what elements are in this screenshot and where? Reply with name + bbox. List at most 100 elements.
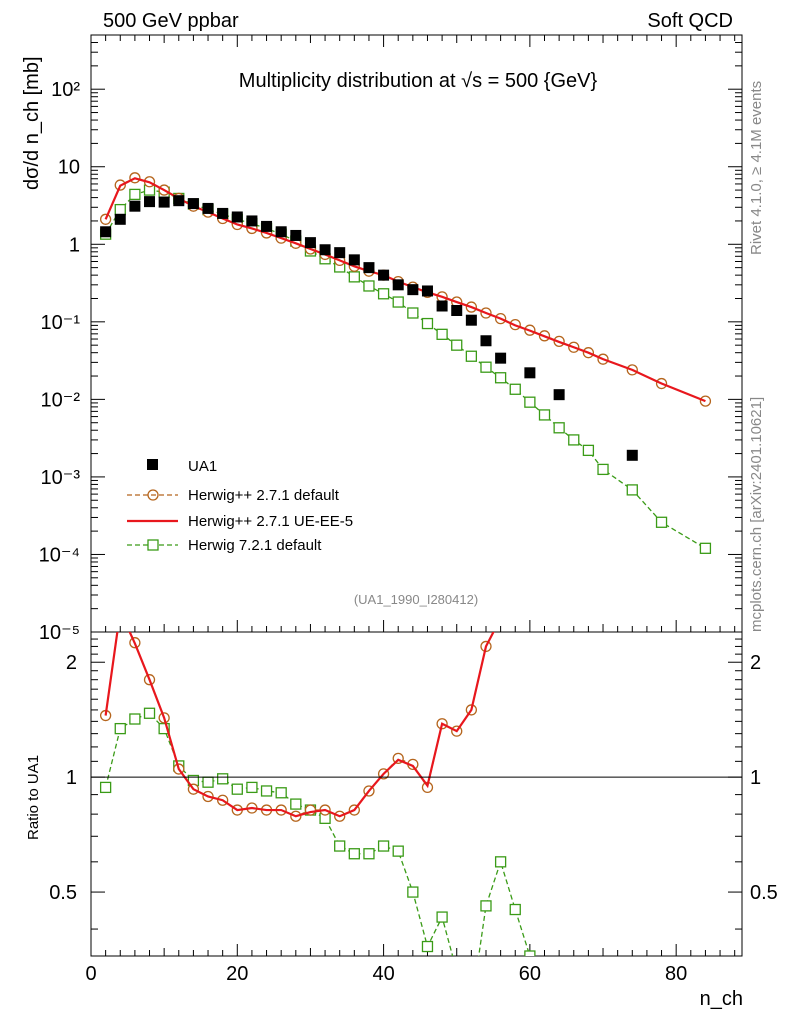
chart-title: Multiplicity distribution at √s = 500 {G… — [239, 70, 598, 92]
main-point-herwig-7-2-1-default — [348, 271, 360, 283]
legend-marker-ua1 — [147, 459, 158, 470]
main-point-ua1 — [290, 229, 302, 241]
main-y-tick-label: 10⁻¹ — [41, 312, 81, 334]
main-point-herwig-7-2-1-default — [421, 317, 434, 330]
x-tick-labels: 0 20 40 60 80 — [85, 963, 687, 985]
ratio-point-herwig-7-2-1-default — [290, 798, 302, 810]
main-point-herwig-7-2-1-default — [699, 542, 712, 554]
main-point-herwig-7-2-1-default — [114, 203, 126, 216]
main-point-herwig-7-2-1-default — [538, 409, 551, 421]
legend-marker-herwig-default — [147, 489, 159, 501]
main-point-ua1 — [304, 237, 316, 249]
header-left-label: 500 GeV ppbar — [103, 10, 239, 32]
main-point-ua1 — [275, 226, 287, 238]
ratio-y-tick-label-right: 1 — [750, 767, 761, 789]
main-point-ua1 — [378, 269, 390, 281]
ratio-y-tick-label-right: 2 — [750, 652, 761, 674]
main-point-herwig-7-2-1-default — [465, 350, 478, 362]
main-point-herwig-7-2-1-default — [494, 372, 507, 384]
main-series-group — [99, 172, 712, 554]
ratio-point-herwig-7-2-1-default — [524, 950, 536, 956]
legend-label-herwig-ueee5: Herwig++ 2.7.1 UE-EE-5 — [188, 513, 353, 530]
ratio-point-herwig-7-2-1-default — [509, 903, 521, 916]
main-point-herwig-7-2-1-default — [377, 288, 390, 300]
main-y-tick-label: 10² — [51, 79, 80, 101]
ratio-point-herwig-7-2-1-default — [421, 940, 434, 953]
main-point-ua1 — [407, 284, 419, 296]
main-point-ua1 — [348, 254, 360, 266]
legend-entry-herwig-ueee5: Herwig++ 2.7.1 UE-EE-5 — [127, 513, 353, 530]
main-point-herwig-7-2-1-default — [392, 296, 404, 308]
main-point-ua1 — [451, 304, 463, 316]
main-point-ua1 — [465, 314, 477, 326]
main-point-ua1 — [436, 300, 448, 312]
header-right-label: Soft QCD — [647, 10, 733, 32]
main-point-ua1 — [187, 198, 199, 210]
x-tick-label: 40 — [372, 963, 394, 985]
ratio-point-herwig-7-2-1-default — [480, 900, 492, 912]
x-tick-label: 60 — [519, 963, 541, 985]
main-point-herwig-7-2-1-default — [436, 328, 448, 340]
ratio-y-tick-label: 1 — [66, 767, 77, 789]
ratio-point-herwig-7-2-1-default — [158, 722, 170, 735]
main-point-ua1 — [261, 220, 273, 232]
main-point-ua1 — [158, 196, 170, 208]
legend-label-herwig7: Herwig 7.2.1 default — [188, 537, 322, 554]
main-point-ua1 — [392, 279, 404, 291]
legend-label-ua1: UA1 — [188, 458, 217, 475]
ratio-point-herwig-7-2-1-default — [494, 856, 507, 868]
ratio-point-herwig-7-2-1-default — [129, 713, 141, 725]
main-point-ua1 — [144, 196, 156, 208]
main-point-ua1 — [421, 285, 433, 297]
ratio-point-herwig-7-2-1-default — [246, 781, 258, 794]
side-label-top: Rivet 4.1.0, ≥ 4.1M events — [748, 81, 765, 255]
ratio-point-herwig-7-2-1-default — [392, 845, 404, 857]
ratio-y-tick-label: 2 — [66, 652, 77, 674]
ratio-point-herwig-7-2-1-default — [540, 995, 550, 1005]
ratio-point-herwig-7-2-1-default — [99, 781, 112, 794]
main-point-herwig-7-2-1-default — [626, 484, 638, 496]
ratio-point-herwig-7-2-1-default — [275, 787, 287, 799]
main-point-ua1 — [553, 389, 565, 401]
ratio-panel-frame — [90, 631, 743, 957]
y-tick-labels: 10² 10 1 10⁻¹ 10⁻² 10⁻³ 10⁻⁴ 10⁻⁵ 0.5 0.5 1 1 2 2 — [39, 79, 778, 904]
main-point-ua1 — [202, 202, 214, 214]
main-point-ua1 — [114, 213, 126, 225]
main-y-tick-label: 10⁻⁵ — [39, 622, 80, 644]
main-y-tick-label: 10⁻⁴ — [39, 544, 80, 566]
ratio-point-herwig-7-2-1-default — [114, 722, 126, 735]
main-point-ua1 — [319, 244, 331, 256]
main-y-tick-label: 10⁻² — [41, 389, 81, 411]
ratio-point-herwig-7-2-1-default — [334, 840, 346, 852]
main-point-herwig-7-2-1-default — [480, 361, 492, 373]
main-point-ua1 — [495, 352, 507, 364]
ratio-line-herwig-7-2-1-default — [104, 712, 531, 956]
ratio-point-herwig-7-2-1-default — [377, 840, 390, 852]
ratio-series-group — [99, 604, 550, 1012]
main-y-tick-label: 1 — [69, 234, 80, 256]
legend: UA1 Herwig++ 2.7.1 default Herwig++ 2.7.… — [127, 458, 353, 554]
ratio-line-herwig-2-7-1-ue-ee-5 — [104, 632, 495, 818]
main-point-ua1 — [129, 200, 141, 212]
main-y-axis-label: dσ/d n_ch [mb] — [21, 56, 43, 190]
ratio-y-tick-label: 0.5 — [49, 882, 77, 904]
main-point-ua1 — [524, 367, 536, 379]
main-line-herwig-2-7-1-ue-ee-5 — [104, 177, 706, 403]
legend-label-herwig-default: Herwig++ 2.7.1 default — [188, 487, 340, 504]
main-point-herwig-7-2-1-default — [509, 383, 521, 395]
ratio-point-herwig-7-2-1-default — [348, 848, 360, 860]
x-tick-label: 80 — [665, 963, 687, 985]
ratio-point-herwig-7-2-1-default — [466, 1002, 476, 1012]
main-point-herwig-7-2-1-default — [553, 422, 565, 434]
legend-entry-herwig-default: Herwig++ 2.7.1 default — [127, 487, 340, 504]
main-point-ua1 — [100, 226, 112, 238]
ratio-point-herwig-2-7-1-default — [115, 604, 125, 614]
ratio-point-herwig-7-2-1-default — [231, 783, 243, 795]
main-y-tick-label: 10 — [58, 157, 80, 179]
legend-entry-ua1: UA1 — [147, 458, 217, 475]
ratio-point-herwig-7-2-1-default — [363, 848, 375, 860]
analysis-tag: (UA1_1990_I280412) — [354, 592, 478, 607]
main-point-herwig-7-2-1-default — [568, 434, 580, 446]
main-point-herwig-7-2-1-default — [407, 307, 419, 319]
